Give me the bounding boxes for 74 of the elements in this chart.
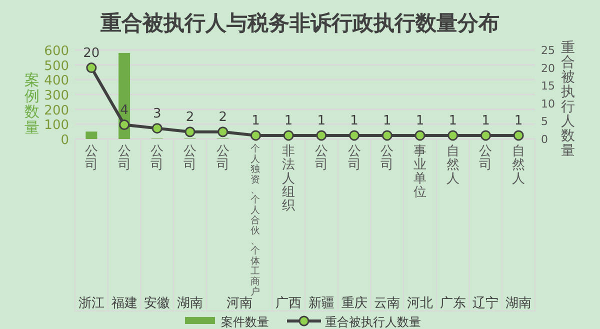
point	[349, 130, 360, 141]
x-tick-label: 公司	[184, 144, 196, 173]
y-tick-label: 100	[44, 118, 69, 134]
text: 辽宁	[472, 295, 499, 311]
y2-tick-label: 10	[541, 97, 555, 110]
y-tick-label: 500	[44, 58, 69, 74]
x-tick-label: 公司	[216, 144, 230, 173]
point	[414, 130, 426, 141]
text: 新疆	[308, 296, 334, 311]
x-tick-label: 自然人	[512, 144, 526, 186]
x-tick-label: 公司	[380, 144, 394, 173]
y2-tick-label: 0	[541, 133, 548, 146]
x-tick-label: 非法人组织	[282, 144, 296, 214]
category-label: 个人独资、个人合伙、个体工商户	[250, 144, 261, 298]
point	[184, 126, 196, 138]
point	[283, 130, 294, 141]
text: 河南	[226, 296, 252, 311]
y2-tick-label: 20	[541, 62, 555, 75]
y2-tick-label: 15	[541, 80, 555, 93]
y-tick-label: 0	[60, 133, 69, 148]
text: 云南	[374, 296, 400, 311]
point	[152, 123, 162, 134]
data-label: 2	[186, 110, 194, 125]
legend-label: 案件数量	[221, 315, 269, 329]
point	[513, 130, 524, 141]
text: 湖南	[506, 296, 532, 311]
data-label: 20	[83, 46, 100, 61]
text: 广东	[440, 296, 466, 311]
y-tick-label: 600	[44, 44, 69, 59]
x-tick-label: 自然人	[446, 144, 460, 186]
y2-axis-title: 重合被执行人数量	[561, 40, 575, 159]
text: 重庆	[341, 296, 368, 311]
data-label: 2	[218, 110, 227, 125]
y-tick-label: 400	[44, 74, 69, 89]
chart-title: 重合被执行人与税务非诉行政执行数量分布	[100, 11, 500, 35]
text: 安徽	[144, 295, 170, 311]
data-label: 1	[416, 113, 424, 128]
x-tick-label: 公司	[118, 144, 131, 173]
point	[119, 120, 130, 130]
point	[86, 62, 97, 74]
data-label: 1	[284, 113, 293, 128]
data-label: 1	[482, 113, 490, 128]
point	[448, 130, 458, 141]
x-tick-label: 公司	[150, 144, 164, 173]
data-label: 4	[120, 102, 128, 118]
point	[316, 130, 327, 141]
point	[250, 130, 261, 141]
data-label: 3	[153, 106, 162, 122]
text: 福建	[111, 296, 138, 311]
x-tick-label: 公司	[479, 144, 492, 173]
y-tick-label: 300	[44, 88, 69, 104]
y-tick-label: 200	[44, 103, 69, 118]
y2-tick-label: 5	[541, 115, 548, 128]
legend-label: 重合被执行人数量	[325, 315, 421, 329]
text: 浙江	[78, 296, 104, 311]
x-tick-label: 公司	[314, 144, 328, 173]
x-tick-label: 事业单位	[414, 144, 426, 200]
point	[382, 130, 392, 141]
point	[480, 130, 491, 141]
data-label: 1	[317, 113, 326, 128]
x-tick-label: 公司	[84, 144, 98, 173]
data-label: 1	[383, 113, 392, 128]
y2-tick-label: 25	[541, 44, 555, 57]
x-tick-label: 公司	[348, 144, 361, 173]
text: 广西	[276, 296, 302, 311]
data-label: 1	[448, 113, 457, 128]
bar	[86, 132, 98, 139]
data-label: 1	[514, 113, 523, 128]
data-label: 1	[350, 113, 358, 128]
data-label: 1	[252, 113, 260, 128]
text: 湖南	[177, 296, 203, 311]
y-axis-title: 案例数量	[24, 71, 40, 136]
text: 河北	[407, 296, 433, 311]
point	[218, 126, 228, 138]
